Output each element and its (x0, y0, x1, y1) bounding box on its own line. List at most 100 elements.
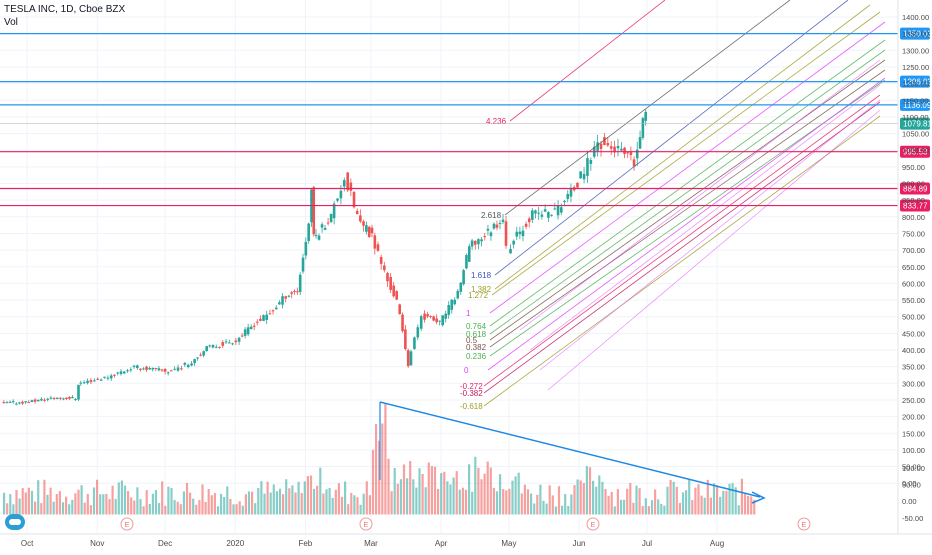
trend-arrow-line[interactable] (379, 401, 761, 498)
fib-line[interactable] (494, 0, 849, 276)
volume-bar (83, 502, 86, 515)
fib-line[interactable] (504, 0, 791, 216)
volume-bar (595, 486, 598, 515)
candle-body (89, 380, 93, 383)
volume-bar (740, 478, 743, 515)
volume-bar (390, 491, 393, 515)
fib-line[interactable] (489, 69, 886, 348)
volume-bar (430, 466, 433, 515)
volume-bar (520, 493, 523, 515)
candle-body (96, 378, 100, 380)
fib-line[interactable] (489, 59, 886, 341)
fib-line[interactable] (494, 4, 871, 290)
fib-line[interactable] (509, 0, 666, 122)
fib-line[interactable] (491, 11, 881, 296)
candle-body (228, 342, 231, 344)
price-axis-tick: 850.00 (902, 196, 925, 205)
candle-body (274, 307, 278, 310)
level-tag-label: 1206.03 (903, 78, 932, 87)
candle-body (99, 379, 103, 381)
candle-body (180, 368, 183, 370)
level-tag-label: 884.89 (903, 185, 928, 194)
fib-line[interactable] (487, 77, 886, 371)
candle-body (218, 346, 221, 348)
candle-body (553, 208, 557, 210)
candle-body (376, 244, 380, 251)
time-axis-label: Jun (573, 539, 586, 548)
candle-body (641, 118, 645, 138)
candle-body (620, 148, 623, 151)
volume-bar (340, 496, 344, 515)
candle-body (52, 398, 56, 400)
candle-body (211, 344, 215, 348)
fib-label: 0.764 (466, 322, 487, 331)
candle-body (395, 291, 398, 300)
candle-body (635, 149, 639, 159)
fib-line[interactable] (483, 101, 881, 394)
candle-body (132, 365, 136, 367)
fib-line[interactable] (483, 94, 881, 387)
fib-label: -0.272 (460, 382, 483, 391)
volume-bar (96, 479, 99, 515)
volume-bar (198, 500, 201, 515)
fib-line[interactable] (483, 115, 881, 407)
earnings-marker-icon[interactable] (120, 517, 134, 531)
volume-bar (638, 488, 641, 515)
candle-body (202, 351, 205, 356)
candle-body (423, 313, 426, 320)
volume-bar (418, 468, 421, 515)
volume-bar (68, 504, 71, 515)
price-axis-tick: 700.00 (902, 246, 925, 255)
earnings-marker-icon[interactable] (359, 517, 373, 531)
volume-bar (282, 494, 285, 515)
volume-bar (616, 489, 619, 515)
earnings-marker-label: E (591, 522, 596, 529)
candle-body (145, 366, 148, 370)
volume-bar (694, 487, 697, 515)
volume-bar (322, 493, 325, 515)
earnings-marker-icon[interactable] (586, 517, 600, 531)
volume-bar (477, 467, 480, 515)
fib-line[interactable] (489, 49, 886, 335)
last-price-tag (900, 117, 930, 130)
price-axis-tick: 800.00 (902, 213, 925, 222)
time-axis-label: Feb (298, 539, 312, 548)
time-axis-label: Dec (158, 539, 172, 548)
volume-bar (644, 498, 647, 515)
candle-body (214, 346, 218, 348)
last-price-label: 1079.81 (903, 120, 932, 129)
volume-bar (92, 487, 96, 515)
candle-body (298, 274, 302, 292)
volume-bar (145, 490, 148, 515)
volume-bar (632, 502, 635, 515)
volume-bar (89, 505, 92, 515)
candle-body (151, 367, 155, 370)
candle-body (373, 235, 377, 249)
candle-body (199, 354, 202, 356)
volume-bar (350, 492, 353, 515)
price-axis-tick: 600.00 (902, 279, 925, 288)
volume-bar (468, 464, 471, 515)
fib-label: 0.236 (466, 352, 487, 361)
volume-bar (728, 483, 731, 515)
price-axis-tick: 1300.00 (902, 46, 929, 55)
price-axis-tick: 1400.00 (902, 13, 929, 22)
candle-body (24, 401, 27, 403)
volume-bar (108, 499, 111, 515)
candle-body (196, 357, 199, 359)
earnings-marker-icon[interactable] (797, 517, 811, 531)
volume-bar (654, 489, 657, 515)
volume-bar (319, 467, 322, 515)
volume-bar (195, 504, 198, 515)
volume-bar (449, 484, 452, 515)
volume-bar (241, 505, 244, 515)
fib-line[interactable] (489, 39, 886, 327)
volume-bar (353, 495, 356, 515)
candle-body (349, 182, 353, 191)
candle-body (136, 365, 139, 369)
fib-line[interactable] (489, 21, 886, 314)
candle-body (68, 397, 71, 399)
volume-bar (641, 505, 644, 515)
volume-bar (731, 483, 734, 515)
